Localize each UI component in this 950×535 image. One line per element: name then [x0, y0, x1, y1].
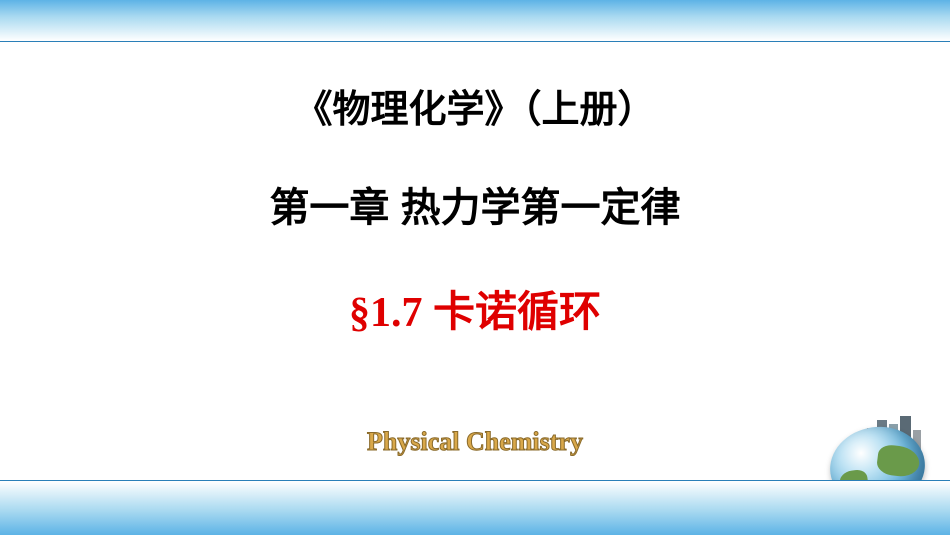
bottom-gradient-band — [0, 480, 950, 535]
top-gradient-band — [0, 0, 950, 42]
course-subtitle: Physical Chemistry — [0, 427, 950, 457]
slide-content: 《物理化学》（上册） 第一章 热力学第一定律 §1.7 卡诺循环 — [0, 60, 950, 339]
chapter-title: 第一章 热力学第一定律 — [269, 175, 680, 233]
book-title: 《物理化学》（上册） — [294, 78, 655, 133]
section-title: §1.7 卡诺循环 — [349, 278, 601, 339]
